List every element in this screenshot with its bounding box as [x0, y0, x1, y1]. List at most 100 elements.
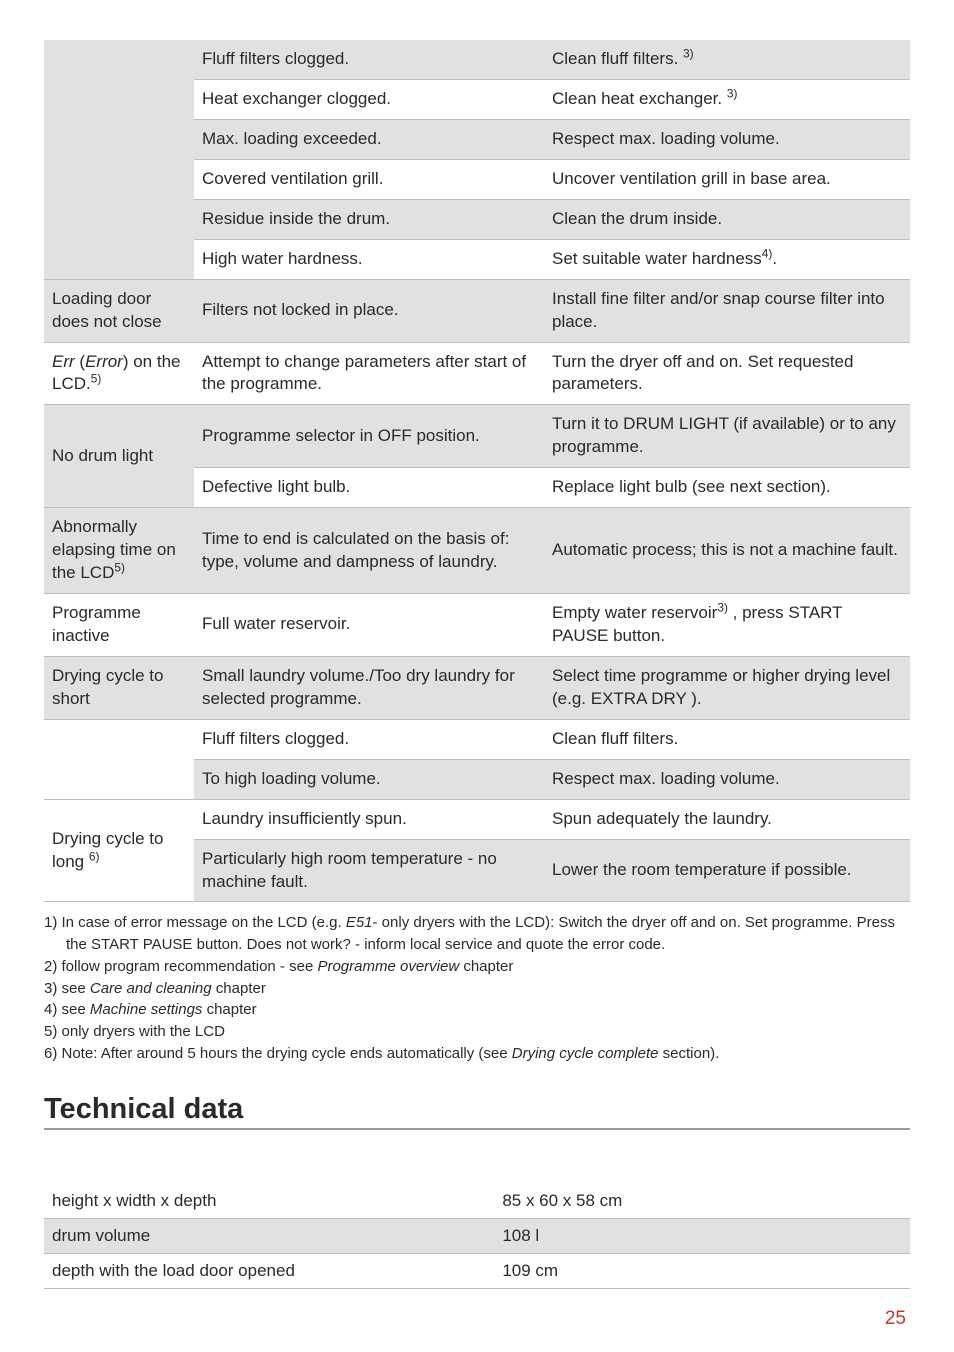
remedy-text: Spun adequately the laundry. — [552, 809, 772, 828]
remedy-cell: Turn it to DRUM LIGHT (if available) or … — [544, 405, 910, 468]
cause-cell: Programme selector in OFF position. — [194, 405, 544, 468]
cause-cell: Defective light bulb. — [194, 468, 544, 508]
remedy-text: Clean heat exchanger. — [552, 89, 727, 108]
issue-sup: 5) — [114, 560, 125, 574]
remedy-cell: Clean fluff filters. 3) — [544, 40, 910, 79]
cause-cell: Small laundry volume./Too dry laundry fo… — [194, 656, 544, 719]
issue-text: Drying cycle to long — [52, 829, 163, 871]
cause-cell: Full water reservoir. — [194, 594, 544, 657]
remedy-text: Clean the drum inside. — [552, 209, 722, 228]
remedy-text: Select time programme or higher drying l… — [552, 666, 890, 708]
remedy-cell: Respect max. loading volume. — [544, 119, 910, 159]
cause-cell: Filters not locked in place. — [194, 279, 544, 342]
table-row: drum volume 108 l — [44, 1218, 910, 1253]
table-row: Err (Error) on the LCD.5) Attempt to cha… — [44, 342, 910, 405]
footnote: 4) see Machine settings chapter — [44, 999, 910, 1021]
fn-text: 4) see — [44, 1001, 90, 1018]
remedy-cell: Clean fluff filters. — [544, 719, 910, 759]
fn-italic: Programme overview — [317, 958, 459, 975]
cause-cell: Fluff filters clogged. — [194, 719, 544, 759]
remedy-text: Respect max. loading volume. — [552, 769, 780, 788]
table-row: Abnormally elapsing time on the LCD5) Ti… — [44, 508, 910, 594]
table-row: height x width x depth 85 x 60 x 58 cm — [44, 1184, 910, 1219]
cause-cell: High water hardness. — [194, 239, 544, 279]
remedy-cell: Spun adequately the laundry. — [544, 799, 910, 839]
table-row: Fluff filters clogged. Clean fluff filte… — [44, 719, 910, 759]
cause-cell: Heat exchanger clogged. — [194, 79, 544, 119]
footnote: 1) In case of error message on the LCD (… — [44, 912, 910, 956]
fn-italic: E51 — [346, 914, 373, 931]
table-row: Programme inactive Full water reservoir.… — [44, 594, 910, 657]
remedy-sup: 3) — [683, 46, 694, 60]
issue-cell — [44, 719, 194, 799]
footnotes: 1) In case of error message on the LCD (… — [44, 912, 910, 1064]
fn-italic: Care and cleaning — [90, 980, 212, 997]
cause-cell: Time to end is calculated on the basis o… — [194, 508, 544, 594]
issue-cell: No drum light — [44, 405, 194, 508]
issue-cell: Programme inactive — [44, 594, 194, 657]
fn-text: 5) only dryers with the LCD — [44, 1023, 225, 1040]
cause-cell: Particularly high room temperature - no … — [194, 839, 544, 902]
page: Fluff filters clogged. Clean fluff filte… — [0, 0, 954, 1352]
remedy-cell: Respect max. loading volume. — [544, 759, 910, 799]
issue-cell: Err (Error) on the LCD.5) — [44, 342, 194, 405]
footnote: 3) see Care and cleaning chapter — [44, 978, 910, 1000]
remedy-cell: Empty water reservoir3) , press START PA… — [544, 594, 910, 657]
remedy-text: Turn it to DRUM LIGHT (if available) or … — [552, 414, 896, 456]
remedy-cell: Set suitable water hardness4). — [544, 239, 910, 279]
page-number: 25 — [885, 1308, 906, 1330]
remedy-text: Clean fluff filters. — [552, 49, 683, 68]
tech-value: 85 x 60 x 58 cm — [494, 1184, 910, 1219]
table-row: depth with the load door opened 109 cm — [44, 1253, 910, 1288]
cause-cell: Covered ventilation grill. — [194, 159, 544, 199]
remedy-text: Set suitable water hardness — [552, 249, 762, 268]
issue-cell: Abnormally elapsing time on the LCD5) — [44, 508, 194, 594]
remedy-text: Replace light bulb (see next section). — [552, 477, 831, 496]
issue-cell: Drying cycle to short — [44, 656, 194, 719]
fn-text: 3) see — [44, 980, 90, 997]
remedy-text: Install fine filter and/or snap course f… — [552, 289, 885, 331]
remedy-cell: Clean the drum inside. — [544, 199, 910, 239]
remedy-cell: Clean heat exchanger. 3) — [544, 79, 910, 119]
tech-value: 108 l — [494, 1218, 910, 1253]
issue-sup: 5) — [91, 372, 102, 386]
table-row: Fluff filters clogged. Clean fluff filte… — [44, 40, 910, 79]
remedy-sup: 3) — [717, 600, 728, 614]
cause-cell: Fluff filters clogged. — [194, 40, 544, 79]
tech-label: drum volume — [44, 1218, 494, 1253]
issue-cell — [44, 40, 194, 279]
issue-sup: 6) — [89, 849, 100, 863]
tech-label: height x width x depth — [44, 1184, 494, 1219]
issue-text: ( — [75, 352, 85, 371]
remedy-text: Empty water reservoir — [552, 603, 717, 622]
remedy-text: Turn the dryer off and on. Set requested… — [552, 352, 853, 394]
cause-cell: Attempt to change parameters after start… — [194, 342, 544, 405]
remedy-text: Automatic process; this is not a machine… — [552, 540, 898, 559]
remedy-cell: Select time programme or higher drying l… — [544, 656, 910, 719]
remedy-sup: 4) — [762, 246, 773, 260]
fn-text: 6) Note: After around 5 hours the drying… — [44, 1045, 512, 1062]
cause-cell: Residue inside the drum. — [194, 199, 544, 239]
issue-cell: Loading door does not close — [44, 279, 194, 342]
technical-data-heading: Technical data — [44, 1093, 910, 1130]
fn-text: chapter — [202, 1001, 256, 1018]
remedy-sup: 3) — [727, 86, 738, 100]
issue-cell: Drying cycle to long 6) — [44, 799, 194, 902]
remedy-cell: Install fine filter and/or snap course f… — [544, 279, 910, 342]
fn-italic: Drying cycle complete — [512, 1045, 659, 1062]
remedy-text: Clean fluff filters. — [552, 729, 678, 748]
table-row: Loading door does not close Filters not … — [44, 279, 910, 342]
cause-cell: To high loading volume. — [194, 759, 544, 799]
footnote: 6) Note: After around 5 hours the drying… — [44, 1043, 910, 1065]
technical-data-table: height x width x depth 85 x 60 x 58 cm d… — [44, 1184, 910, 1289]
cause-cell: Max. loading exceeded. — [194, 119, 544, 159]
remedy-text: Uncover ventilation grill in base area. — [552, 169, 831, 188]
table-row: Drying cycle to long 6) Laundry insuffic… — [44, 799, 910, 839]
remedy-cell: Lower the room temperature if possible. — [544, 839, 910, 902]
footnote: 2) follow program recommendation - see P… — [44, 956, 910, 978]
fn-text: chapter — [459, 958, 513, 975]
remedy-text: Respect max. loading volume. — [552, 129, 780, 148]
tech-label: depth with the load door opened — [44, 1253, 494, 1288]
table-row: Drying cycle to short Small laundry volu… — [44, 656, 910, 719]
issue-italic: Error — [85, 352, 123, 371]
